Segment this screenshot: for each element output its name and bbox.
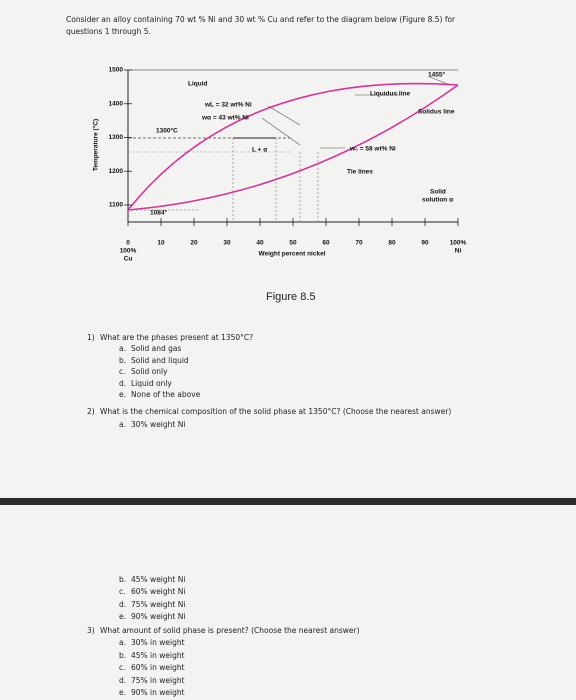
option-text: 45% weight Ni: [131, 575, 186, 584]
x-element-label: Cu: [124, 256, 133, 263]
option-text: Solid only: [131, 367, 168, 376]
diagram-label: w₀ = 58 wt% Ni: [349, 146, 396, 153]
option-letter: e.: [119, 390, 126, 399]
x-tick-label: 20: [190, 240, 198, 247]
option-text: 75% in weight: [131, 675, 185, 685]
diagram-label: wα = 43 wt% Ni: [201, 115, 249, 122]
option-text: None of the above: [131, 390, 201, 399]
option-letter: e.: [119, 688, 126, 697]
option-letter: d.: [119, 675, 127, 685]
option-letter: b.: [119, 650, 127, 660]
option-letter: d.: [119, 378, 127, 388]
panel-bottom: [0, 505, 576, 700]
option-letter: e.: [119, 612, 126, 621]
x-tick-label: 60: [322, 240, 330, 247]
intro-text: questions 1 through 5.: [66, 27, 151, 36]
pointer: [267, 105, 301, 126]
phase-diagram: 1500 1400 1300 1200 1100 0 10 20 30 40 50 60 70 80 90 1…: [92, 67, 467, 263]
question-text: What is the chemical composition of the …: [100, 407, 452, 416]
x-tick-label: 70: [355, 240, 363, 247]
y-tick-label: 1500: [109, 67, 124, 74]
x-tick-label: 10: [157, 240, 165, 247]
solidus-curve: [127, 84, 459, 211]
x-tick-label: 40: [256, 240, 264, 247]
diagram-label: Liquidus line: [370, 91, 410, 98]
diagram-label: solution α: [422, 197, 453, 204]
option-text: 75% weight Ni: [131, 600, 186, 609]
intro-text: Consider an alloy containing 70 wt % Ni …: [66, 15, 456, 24]
option-text: Liquid only: [131, 378, 172, 388]
x-element-label: Ni: [455, 248, 462, 255]
option-text: 90% in weight: [131, 688, 185, 697]
option-text: 30% in weight: [131, 638, 185, 647]
diagram-label: Tie lines: [347, 169, 373, 176]
option-letter: d.: [119, 600, 127, 609]
figure-caption: Figure 8.5: [266, 291, 316, 303]
diagram-label: Solid: [430, 189, 446, 196]
option-letter: a.: [119, 420, 126, 429]
diagram-label: wL = 32 wt% Ni: [204, 102, 252, 109]
option-text: 30% weight Ni: [131, 420, 186, 429]
question-number: 2): [87, 407, 95, 416]
option-letter: c.: [119, 367, 126, 376]
question-number: 1): [87, 333, 95, 342]
panel-top: [0, 0, 576, 498]
x-tick-label: 90: [421, 240, 429, 247]
diagram-label: 1084°: [150, 209, 167, 217]
x-tick-label: 30: [223, 240, 231, 247]
option-letter: b.: [119, 355, 127, 365]
diagram-label: 1455°: [428, 71, 445, 79]
x-end-label: 100%: [120, 248, 137, 255]
question-number: 3): [87, 626, 95, 635]
option-text: 60% in weight: [131, 663, 185, 672]
option-letter: c.: [119, 663, 126, 672]
x-tick-label: 80: [388, 240, 396, 247]
option-text: 90% weight Ni: [131, 612, 186, 621]
pointer: [429, 76, 451, 86]
question-text: What amount of solid phase is present? (…: [100, 626, 360, 635]
y-tick-label: 1300: [109, 134, 124, 141]
liquidus-curve: [127, 82, 459, 211]
diagram-label: L + α: [252, 147, 267, 154]
y-tick-label: 1100: [109, 202, 123, 209]
x-tick-label: 0: [126, 240, 130, 247]
option-text: 45% in weight: [131, 650, 185, 660]
option-letter: c.: [119, 587, 126, 596]
question-text: What are the phases present at 1350°C?: [100, 333, 254, 342]
x-tick-label: 50: [289, 240, 297, 247]
option-letter: a.: [119, 344, 126, 353]
pointer: [261, 117, 301, 146]
option-letter: b.: [119, 575, 127, 584]
diagram-label: 1300°C: [156, 127, 178, 135]
y-tick-label: 1200: [109, 168, 124, 175]
x-axis-title: Weight percent nickel: [258, 251, 325, 258]
option-letter: a.: [119, 638, 126, 647]
y-tick-label: 1400: [109, 100, 124, 107]
x-tick-label: 100%: [450, 240, 467, 247]
diagram-label: Solidus line: [418, 109, 455, 116]
diagram-label: Liquid: [188, 81, 208, 88]
option-text: Solid and gas: [131, 344, 182, 353]
y-axis-title: Temperature (°C): [92, 119, 100, 171]
option-text: Solid and liquid: [131, 355, 189, 365]
option-text: 60% weight Ni: [131, 587, 186, 596]
